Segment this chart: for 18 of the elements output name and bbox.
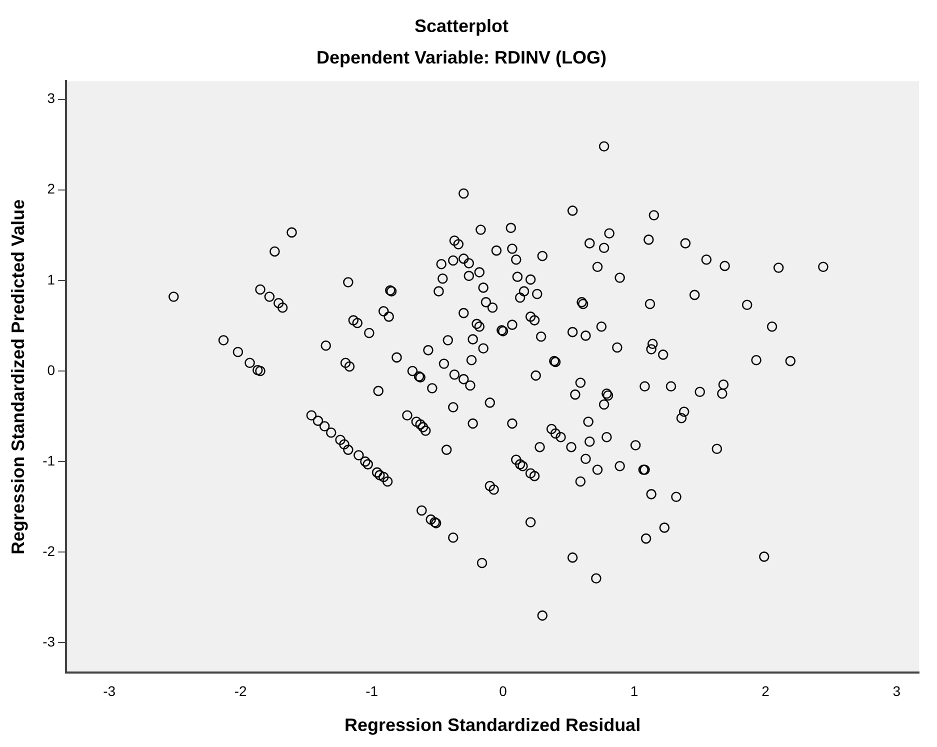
x-tick-label: -1	[366, 682, 378, 699]
x-tick-label: 2	[762, 682, 770, 699]
y-tick-label: 3	[47, 90, 56, 106]
x-tick-label: 3	[892, 682, 901, 699]
x-tick-label: -3	[103, 682, 116, 699]
y-tick-label: -3	[42, 634, 56, 650]
chart-subtitle: Dependent Variable: RDINV (LOG)	[316, 47, 607, 68]
y-tick-label: 0	[47, 362, 56, 378]
x-axis-title: Regression Standardized Residual	[344, 715, 641, 736]
y-tick-label: -1	[42, 452, 56, 468]
x-tick-label: 1	[630, 682, 638, 699]
x-tick-label: -2	[234, 682, 248, 699]
y-axis-title: Regression Standardized Predicted Value	[8, 199, 28, 554]
y-tick-label: 1	[47, 271, 56, 288]
x-tick-label: 0	[499, 682, 508, 699]
chart-title: Scatterplot	[414, 16, 509, 36]
y-tick-label: -2	[42, 543, 56, 560]
y-tick-label: 2	[47, 180, 56, 197]
